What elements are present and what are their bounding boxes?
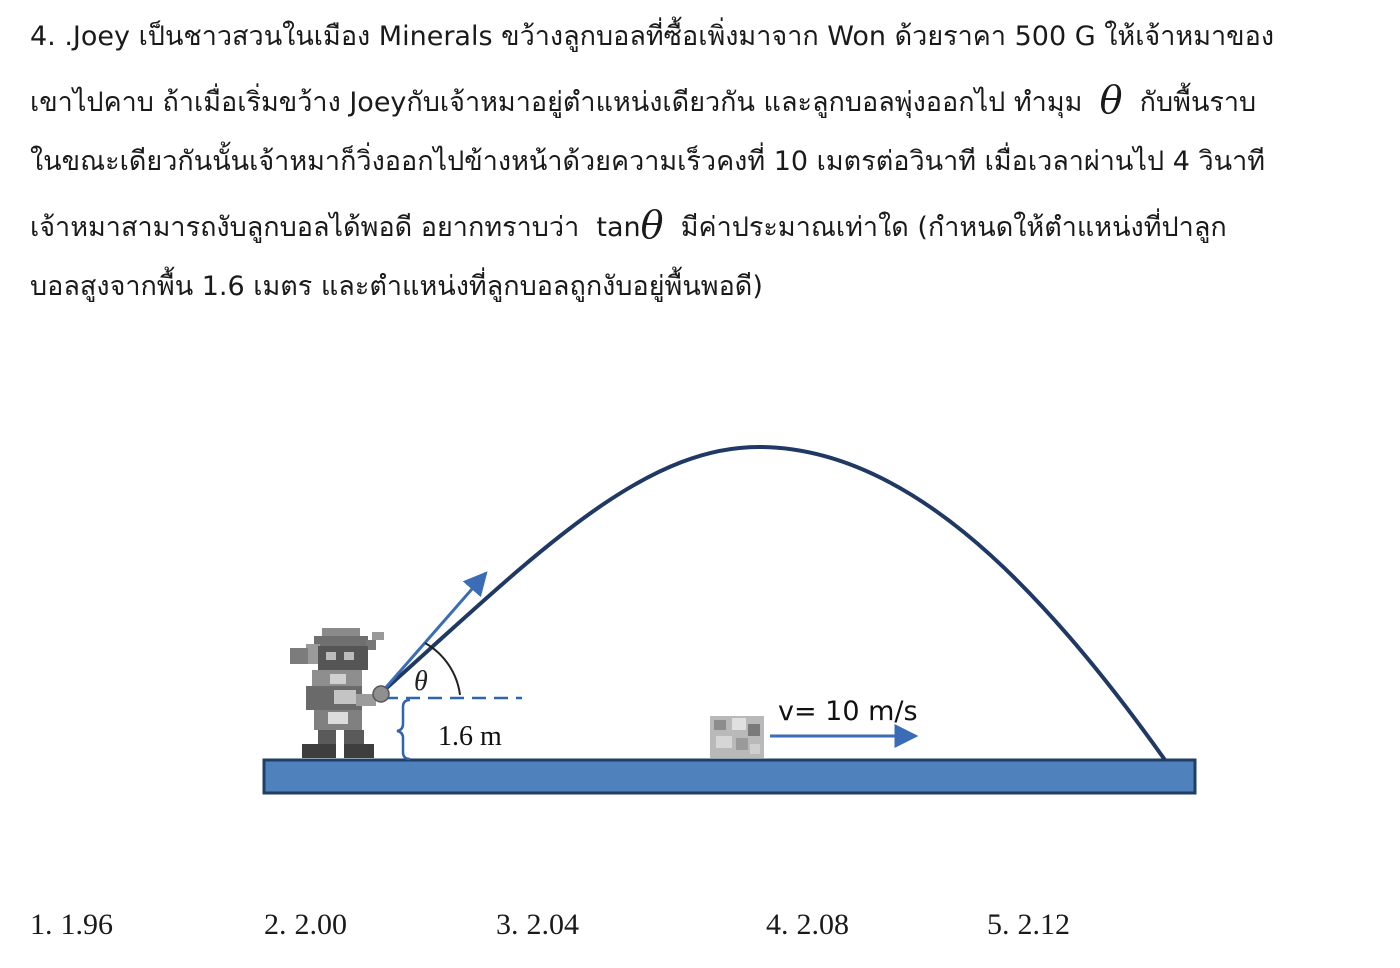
answer-choices: 1. 1.96 2. 2.00 3. 2.04 4. 2.08 5. 2.12: [0, 908, 1400, 958]
ground-platform: [262, 758, 1197, 795]
dog-character: [710, 716, 764, 758]
choice-3-number: 3.: [496, 908, 519, 941]
height-bracket: [396, 698, 411, 761]
choice-2-value: 2.00: [294, 908, 348, 941]
question-line-1: 4. .Joey เป็นชาวสวนในเมือง Minerals ขว้า…: [30, 21, 1275, 52]
choice-2-number: 2.: [264, 908, 287, 941]
choice-1-value: 1.96: [60, 908, 114, 941]
choice-5-number: 5.: [987, 908, 1010, 941]
angle-arc: [424, 642, 461, 696]
ball-trajectory: [379, 444, 1167, 762]
question-line-2: เขาไปคาบ ถ้าเมื่อเริ่มขว้าง Joeyกับเจ้าห…: [30, 69, 1375, 132]
question-line-2-start: เขาไปคาบ ถ้าเมื่อเริ่มขว้าง Joeyกับเจ้าห…: [30, 86, 1083, 118]
choice-4-value: 2.08: [796, 908, 850, 941]
angle-theta-label: θ: [414, 666, 428, 697]
choice-5-value: 2.12: [1017, 908, 1071, 941]
choice-3-value: 2.04: [526, 908, 580, 941]
choice-4[interactable]: 4. 2.08: [766, 908, 849, 942]
choice-2[interactable]: 2. 2.00: [264, 908, 347, 942]
question-line-4-end: มีค่าประมาณเท่าใด (กำหนดให้ตำแหน่งที่ปาล…: [680, 211, 1227, 243]
theta-symbol: θ: [1099, 77, 1123, 122]
question-line-4-start: เจ้าหมาสามารถงับลูกบอลได้พอดี อยากทราบว่…: [30, 211, 580, 243]
joey-character: [290, 628, 384, 758]
question-line-5: บอลสูงจากพื้น 1.6 เมตร และตำแหน่งที่ลูกบ…: [30, 271, 763, 302]
question-line-4: เจ้าหมาสามารถงับลูกบอลได้พอดี อยากทราบว่…: [30, 194, 1375, 257]
theta-symbol: θ: [640, 202, 664, 247]
choice-3[interactable]: 3. 2.04: [496, 908, 579, 942]
question-line-2-end: กับพื้นราบ: [1139, 86, 1257, 118]
question-text: 4. .Joey เป็นชาวสวนในเมือง Minerals ขว้า…: [30, 6, 1375, 319]
choice-4-number: 4.: [766, 908, 789, 941]
velocity-label: v= 10 m/s: [778, 696, 918, 727]
choice-1-number: 1.: [30, 908, 53, 941]
ball: [372, 685, 390, 703]
launch-velocity-arrow: [379, 571, 488, 694]
choice-1[interactable]: 1. 1.96: [30, 908, 113, 942]
question-line-3: ในขณะเดียวกันนั้นเจ้าหมาก็วิ่งออกไปข้างห…: [30, 146, 1266, 177]
tan-label: tan: [596, 211, 641, 243]
height-label: 1.6 m: [438, 721, 502, 752]
choice-5[interactable]: 5. 2.12: [987, 908, 1070, 942]
